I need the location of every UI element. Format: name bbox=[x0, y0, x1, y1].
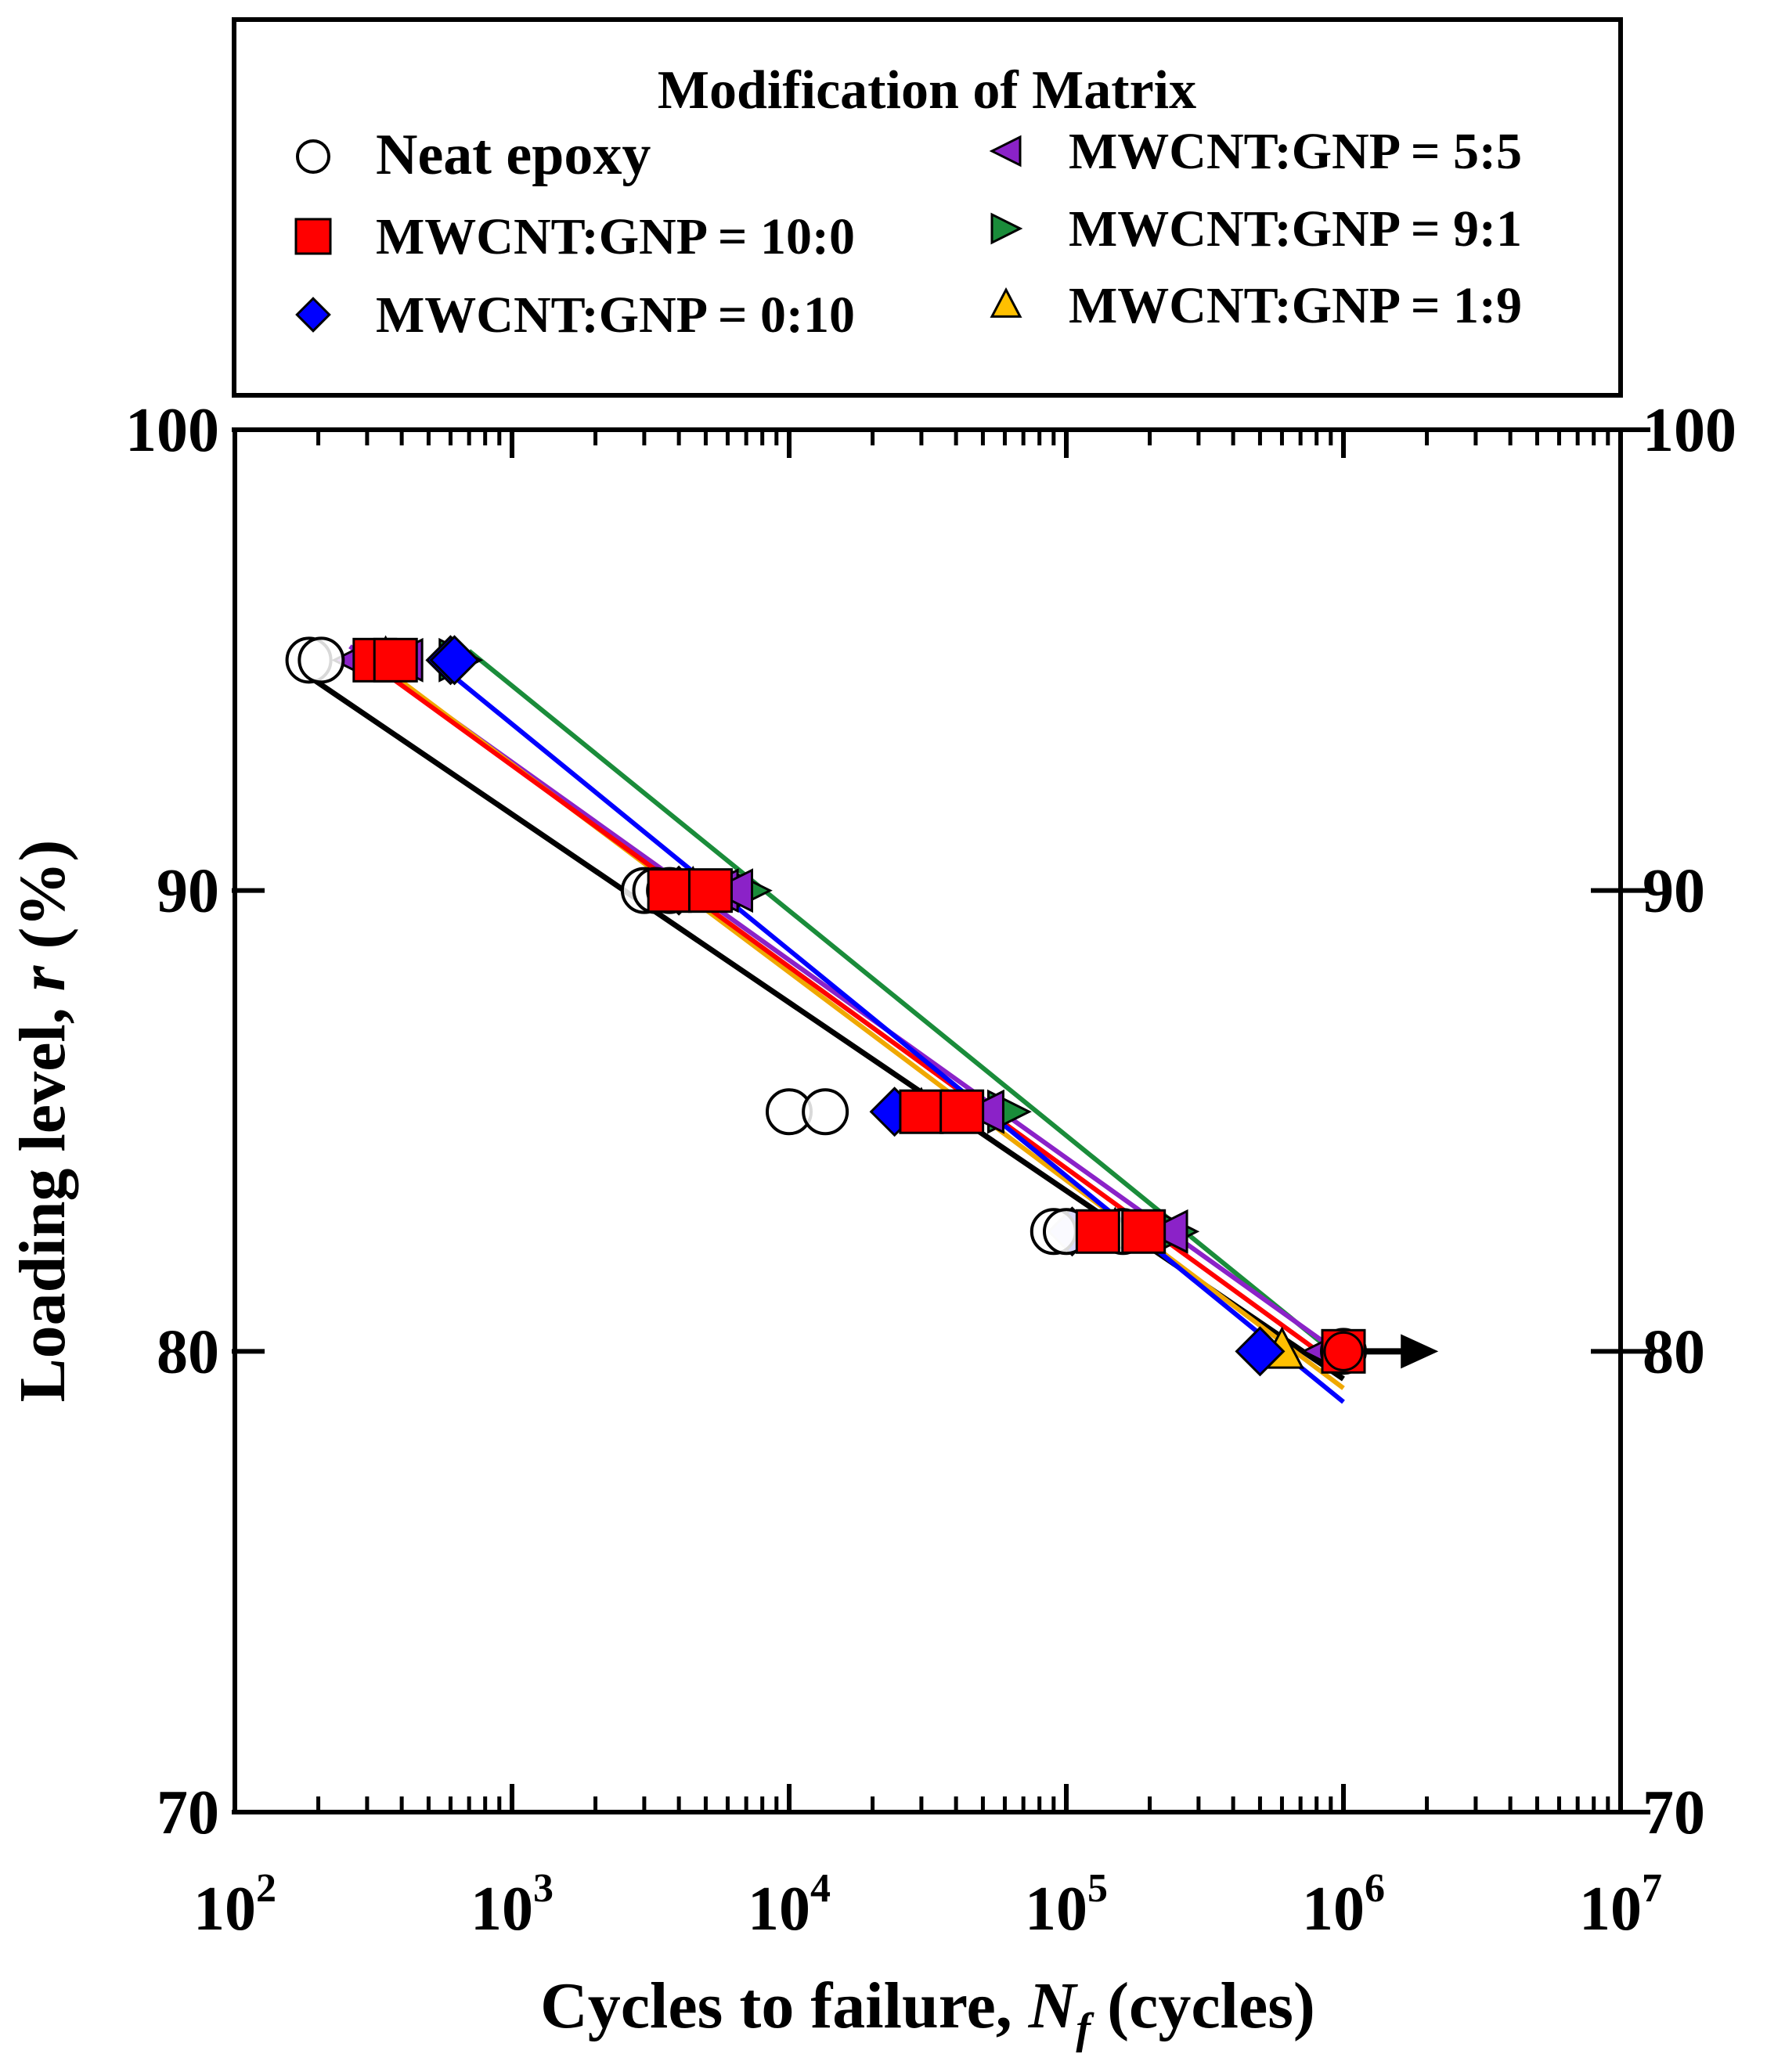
data-point bbox=[802, 1088, 849, 1136]
data-point bbox=[429, 635, 480, 686]
data-point bbox=[939, 1089, 985, 1134]
y-axis-label: Loading level, r (%) bbox=[6, 840, 79, 1403]
y-tick-label: 90 bbox=[157, 857, 219, 926]
x-tick-exp: 4 bbox=[810, 1866, 831, 1911]
axis-ticks bbox=[232, 427, 1650, 1814]
legend-items: Neat epoxy MWCNT:GNP = 10:0 MWCNT:GNP = 0:… bbox=[294, 123, 1522, 344]
legend-label: MWCNT:GNP = 9:1 bbox=[1069, 200, 1522, 258]
x-tick-base: 10 bbox=[748, 1875, 810, 1944]
data-point bbox=[1323, 1331, 1364, 1371]
x-axis-label-prefix: Cycles to failure, bbox=[540, 1969, 1029, 2042]
legend-marker bbox=[294, 218, 332, 255]
x-tick-base: 10 bbox=[1579, 1875, 1642, 1944]
data-point bbox=[373, 637, 418, 683]
y-axis-label-symbol: r bbox=[6, 964, 79, 991]
x-tick-base: 10 bbox=[193, 1875, 256, 1944]
fit-lines bbox=[310, 644, 1345, 1404]
x-tick-exp: 2 bbox=[256, 1866, 276, 1911]
fit-line bbox=[449, 672, 1345, 1404]
y-tick-label-right: 70 bbox=[1643, 1778, 1705, 1847]
x-tick-exp: 7 bbox=[1642, 1866, 1662, 1911]
y-tick-label-right: 90 bbox=[1643, 857, 1705, 926]
legend-marker bbox=[990, 212, 1023, 245]
legend-label: MWCNT:GNP = 1:9 bbox=[1069, 277, 1522, 334]
x-tick-label: 104 bbox=[748, 1866, 831, 1944]
y-tick-label-right: 100 bbox=[1643, 396, 1736, 465]
x-tick-label: 105 bbox=[1025, 1866, 1108, 1944]
data-point bbox=[647, 868, 692, 913]
data-point bbox=[687, 868, 733, 913]
x-tick-label: 106 bbox=[1302, 1866, 1385, 1944]
data-point bbox=[1075, 1209, 1120, 1254]
runout-arrow bbox=[1365, 1334, 1439, 1369]
x-tick-base: 10 bbox=[1302, 1875, 1365, 1944]
fit-line bbox=[366, 658, 1345, 1372]
fit-line bbox=[467, 649, 1345, 1363]
data-point bbox=[899, 1089, 944, 1134]
x-tick-label: 107 bbox=[1579, 1866, 1662, 1944]
x-tick-exp: 3 bbox=[533, 1866, 554, 1911]
legend-box bbox=[232, 17, 1623, 398]
x-axis-label-suffix: (cycles) bbox=[1091, 1969, 1315, 2042]
data-point bbox=[1235, 1326, 1286, 1377]
legend-marker bbox=[296, 139, 330, 174]
x-tick-exp: 6 bbox=[1365, 1866, 1385, 1911]
y-tick-label: 70 bbox=[157, 1778, 219, 1847]
x-tick-exp: 5 bbox=[1087, 1866, 1108, 1911]
data-point bbox=[1121, 1209, 1167, 1254]
x-tick-label: 102 bbox=[193, 1866, 276, 1944]
data-point bbox=[1143, 1209, 1188, 1254]
x-tick-base: 10 bbox=[1025, 1875, 1087, 1944]
legend-label: MWCNT:GNP = 0:10 bbox=[376, 286, 855, 344]
plot-frame bbox=[233, 427, 1623, 1814]
y-axis-label-suffix: (%) bbox=[6, 840, 79, 966]
legend-label: MWCNT:GNP = 10:0 bbox=[376, 208, 855, 265]
y-axis-label-prefix: Loading level, bbox=[6, 991, 79, 1402]
legend-marker bbox=[295, 297, 331, 333]
y-tick-label: 100 bbox=[125, 396, 219, 465]
legend-label: MWCNT:GNP = 5:5 bbox=[1069, 123, 1522, 180]
x-tick-base: 10 bbox=[471, 1875, 533, 1944]
data-points bbox=[285, 635, 1367, 1377]
x-axis-label: Cycles to failure, Nf (cycles) bbox=[540, 1969, 1315, 2053]
legend-label: Neat epoxy bbox=[376, 123, 651, 187]
legend-marker bbox=[989, 135, 1022, 168]
y-tick-label-right: 80 bbox=[1643, 1317, 1705, 1386]
legend-marker bbox=[990, 286, 1022, 318]
x-axis-label-symbol: N bbox=[1028, 1969, 1079, 2042]
data-point bbox=[298, 636, 345, 684]
legend-title: Modification of Matrix bbox=[658, 60, 1196, 121]
runout-arrow-head bbox=[1401, 1334, 1439, 1369]
y-tick-label: 80 bbox=[157, 1317, 219, 1386]
x-tick-label: 103 bbox=[471, 1866, 554, 1944]
